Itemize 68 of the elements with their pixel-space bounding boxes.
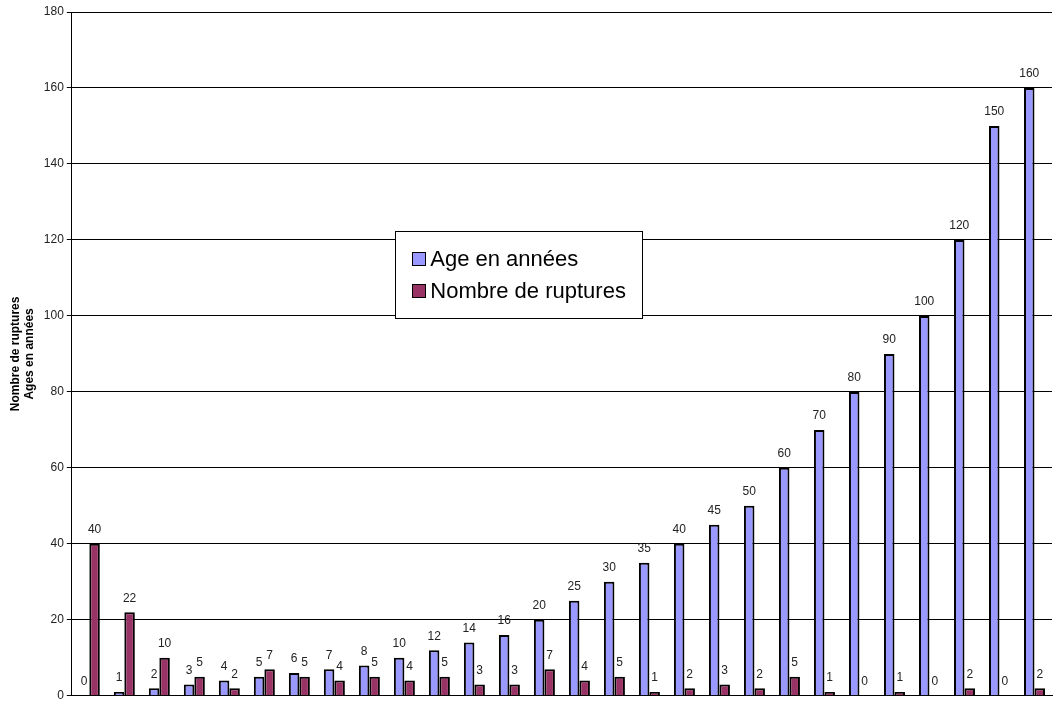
y-tick-label: 160 — [43, 80, 65, 95]
data-label: 6 — [290, 651, 298, 666]
data-label: 4 — [581, 658, 589, 673]
data-label: 5 — [441, 655, 449, 670]
data-label: 14 — [462, 620, 477, 635]
data-label: 0 — [80, 674, 88, 689]
data-label: 2 — [756, 666, 764, 681]
data-label: 2 — [686, 666, 694, 681]
y-tick-label: 100 — [43, 308, 65, 323]
data-label: 40 — [672, 522, 687, 537]
data-label: 1 — [651, 670, 659, 685]
data-label: 120 — [949, 218, 970, 233]
data-label: 30 — [602, 560, 617, 575]
data-label: 100 — [914, 294, 935, 309]
data-label: 40 — [87, 522, 102, 537]
data-label: 3 — [511, 662, 519, 677]
data-label: 7 — [546, 647, 554, 662]
data-label: 2 — [150, 666, 158, 681]
y-tick-label: 60 — [50, 460, 65, 475]
data-label: 5 — [301, 655, 309, 670]
y-tick-label: 80 — [50, 384, 65, 399]
legend-label: Nombre de ruptures — [429, 277, 626, 304]
data-label: 90 — [882, 332, 897, 347]
data-label: 45 — [707, 503, 722, 518]
data-label: 5 — [196, 655, 204, 670]
data-label: 3 — [185, 662, 193, 677]
data-label: 22 — [122, 590, 137, 605]
data-label: 10 — [157, 636, 172, 651]
data-label: 8 — [360, 643, 368, 658]
data-label: 80 — [847, 370, 862, 385]
data-label: 10 — [392, 636, 407, 651]
data-label: 7 — [266, 647, 274, 662]
data-label: 50 — [742, 484, 757, 499]
y-tick-label: 120 — [43, 232, 65, 247]
data-label: 0 — [931, 674, 939, 689]
y-tick-label: 140 — [43, 156, 65, 171]
y-tick-label: 0 — [57, 688, 65, 703]
data-label: 7 — [325, 647, 333, 662]
data-label: 5 — [371, 655, 379, 670]
data-label: 5 — [255, 655, 263, 670]
data-label: 2 — [1036, 666, 1044, 681]
data-label: 160 — [1019, 66, 1040, 81]
data-label: 2 — [966, 666, 974, 681]
data-label: 0 — [861, 674, 869, 689]
legend-label: Age en années — [429, 245, 580, 272]
data-label: 35 — [637, 541, 652, 556]
data-label: 0 — [1001, 674, 1009, 689]
data-label: 5 — [791, 655, 799, 670]
data-label: 20 — [532, 598, 547, 613]
data-label: 70 — [812, 408, 827, 423]
data-label: 4 — [406, 658, 414, 673]
data-label: 2 — [231, 666, 239, 681]
data-label: 4 — [336, 658, 344, 673]
y-tick-label: 180 — [43, 4, 65, 19]
data-label: 25 — [567, 579, 582, 594]
y-tick-label: 40 — [50, 536, 65, 551]
data-label: 12 — [427, 628, 442, 643]
data-label: 150 — [984, 104, 1005, 119]
data-label: 3 — [721, 662, 729, 677]
data-label: 4 — [220, 658, 228, 673]
y-axis-title: Nombre de ruptures Ages en années — [7, 296, 36, 412]
data-label: 1 — [115, 670, 123, 685]
data-label: 60 — [777, 446, 792, 461]
data-label: 1 — [896, 670, 904, 685]
data-label: 3 — [476, 662, 484, 677]
data-label: 1 — [826, 670, 834, 685]
y-tick-label: 20 — [50, 612, 65, 627]
data-label: 5 — [616, 655, 624, 670]
